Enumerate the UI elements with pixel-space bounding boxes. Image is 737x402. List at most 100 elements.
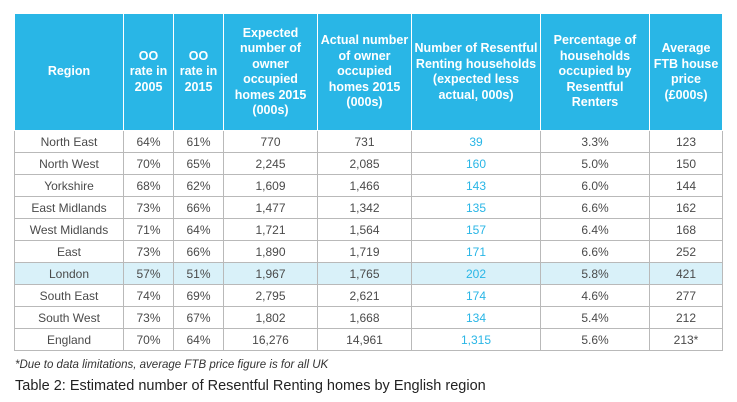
cell-percentage-resentful: 4.6%	[540, 284, 650, 307]
table-row: East 73% 66% 1,890 1,719 171 6.6% 252	[14, 240, 723, 263]
table-row: North West 70% 65% 2,245 2,085 160 5.0% 150	[14, 152, 723, 175]
header-expected-homes: Expected number of owner occupied homes …	[223, 13, 318, 131]
cell-resentful-households: 174	[411, 284, 541, 307]
region-table: Region OO rate in 2005 OO rate in 2015 E…	[14, 13, 723, 351]
cell-actual-homes: 1,765	[317, 262, 412, 285]
table-row: North East 64% 61% 770 731 39 3.3% 123	[14, 130, 723, 153]
cell-oo-rate-2015: 66%	[173, 240, 224, 263]
cell-region: East	[14, 240, 124, 263]
table-row: West Midlands 71% 64% 1,721 1,564 157 6.4% 168	[14, 218, 723, 241]
cell-oo-rate-2015: 62%	[173, 174, 224, 197]
cell-oo-rate-2005: 71%	[123, 218, 174, 241]
header-oo-rate-2015: OO rate in 2015	[173, 13, 224, 131]
cell-region: England	[14, 328, 124, 351]
cell-percentage-resentful: 5.4%	[540, 306, 650, 329]
cell-ftb-price: 162	[649, 196, 723, 219]
cell-ftb-price: 144	[649, 174, 723, 197]
cell-actual-homes: 14,961	[317, 328, 412, 351]
cell-oo-rate-2005: 73%	[123, 306, 174, 329]
header-actual-homes: Actual number of owner occupied homes 20…	[317, 13, 412, 131]
cell-percentage-resentful: 5.8%	[540, 262, 650, 285]
cell-oo-rate-2005: 73%	[123, 196, 174, 219]
table-row: London 57% 51% 1,967 1,765 202 5.8% 421	[14, 262, 723, 285]
cell-expected-homes: 1,477	[223, 196, 318, 219]
cell-resentful-households: 157	[411, 218, 541, 241]
cell-expected-homes: 2,795	[223, 284, 318, 307]
cell-actual-homes: 731	[317, 130, 412, 153]
cell-percentage-resentful: 6.6%	[540, 240, 650, 263]
table-row: East Midlands 73% 66% 1,477 1,342 135 6.6% 162	[14, 196, 723, 219]
cell-percentage-resentful: 6.6%	[540, 196, 650, 219]
header-ftb-price: Average FTB house price (£000s)	[649, 13, 723, 131]
cell-region: South West	[14, 306, 124, 329]
cell-actual-homes: 1,466	[317, 174, 412, 197]
cell-expected-homes: 1,890	[223, 240, 318, 263]
cell-oo-rate-2005: 74%	[123, 284, 174, 307]
footnote: *Due to data limitations, average FTB pr…	[15, 359, 329, 371]
cell-actual-homes: 1,668	[317, 306, 412, 329]
cell-actual-homes: 2,621	[317, 284, 412, 307]
cell-actual-homes: 2,085	[317, 152, 412, 175]
cell-resentful-households: 171	[411, 240, 541, 263]
header-region: Region	[14, 13, 124, 131]
cell-oo-rate-2015: 69%	[173, 284, 224, 307]
cell-region: East Midlands	[14, 196, 124, 219]
header-percentage-resentful: Percentage of households occupied by Res…	[540, 13, 650, 131]
cell-resentful-households: 1,315	[411, 328, 541, 351]
cell-percentage-resentful: 6.0%	[540, 174, 650, 197]
cell-expected-homes: 1,609	[223, 174, 318, 197]
header-resentful-households: Number of Resentful Renting households (…	[411, 13, 541, 131]
cell-oo-rate-2005: 70%	[123, 152, 174, 175]
cell-region: South East	[14, 284, 124, 307]
cell-expected-homes: 16,276	[223, 328, 318, 351]
table-row: South West 73% 67% 1,802 1,668 134 5.4% 212	[14, 306, 723, 329]
cell-resentful-households: 160	[411, 152, 541, 175]
cell-ftb-price: 213*	[649, 328, 723, 351]
cell-percentage-resentful: 3.3%	[540, 130, 650, 153]
cell-percentage-resentful: 5.6%	[540, 328, 650, 351]
cell-oo-rate-2015: 51%	[173, 262, 224, 285]
cell-expected-homes: 1,802	[223, 306, 318, 329]
cell-oo-rate-2015: 66%	[173, 196, 224, 219]
cell-region: London	[14, 262, 124, 285]
cell-resentful-households: 202	[411, 262, 541, 285]
cell-expected-homes: 1,721	[223, 218, 318, 241]
cell-oo-rate-2015: 64%	[173, 218, 224, 241]
cell-ftb-price: 168	[649, 218, 723, 241]
cell-region: North West	[14, 152, 124, 175]
cell-ftb-price: 421	[649, 262, 723, 285]
cell-region: West Midlands	[14, 218, 124, 241]
cell-oo-rate-2005: 57%	[123, 262, 174, 285]
cell-resentful-households: 143	[411, 174, 541, 197]
cell-oo-rate-2005: 68%	[123, 174, 174, 197]
table-caption: Table 2: Estimated number of Resentful R…	[15, 378, 486, 394]
cell-ftb-price: 252	[649, 240, 723, 263]
table-row: South East 74% 69% 2,795 2,621 174 4.6% 277	[14, 284, 723, 307]
cell-ftb-price: 123	[649, 130, 723, 153]
cell-actual-homes: 1,342	[317, 196, 412, 219]
cell-expected-homes: 2,245	[223, 152, 318, 175]
cell-oo-rate-2015: 61%	[173, 130, 224, 153]
cell-region: North East	[14, 130, 124, 153]
cell-expected-homes: 770	[223, 130, 318, 153]
header-oo-rate-2005: OO rate in 2005	[123, 13, 174, 131]
cell-oo-rate-2015: 67%	[173, 306, 224, 329]
table-header-row: Region OO rate in 2005 OO rate in 2015 E…	[14, 13, 723, 131]
cell-oo-rate-2005: 70%	[123, 328, 174, 351]
cell-ftb-price: 150	[649, 152, 723, 175]
cell-percentage-resentful: 6.4%	[540, 218, 650, 241]
cell-actual-homes: 1,719	[317, 240, 412, 263]
table-body: North East 64% 61% 770 731 39 3.3% 123 North Wes…	[14, 130, 723, 351]
cell-resentful-households: 134	[411, 306, 541, 329]
cell-oo-rate-2015: 64%	[173, 328, 224, 351]
cell-oo-rate-2015: 65%	[173, 152, 224, 175]
cell-ftb-price: 212	[649, 306, 723, 329]
table-row: England 70% 64% 16,276 14,961 1,315 5.6% 213*	[14, 328, 723, 351]
cell-region: Yorkshire	[14, 174, 124, 197]
cell-oo-rate-2005: 64%	[123, 130, 174, 153]
cell-oo-rate-2005: 73%	[123, 240, 174, 263]
cell-resentful-households: 135	[411, 196, 541, 219]
cell-actual-homes: 1,564	[317, 218, 412, 241]
cell-ftb-price: 277	[649, 284, 723, 307]
cell-expected-homes: 1,967	[223, 262, 318, 285]
